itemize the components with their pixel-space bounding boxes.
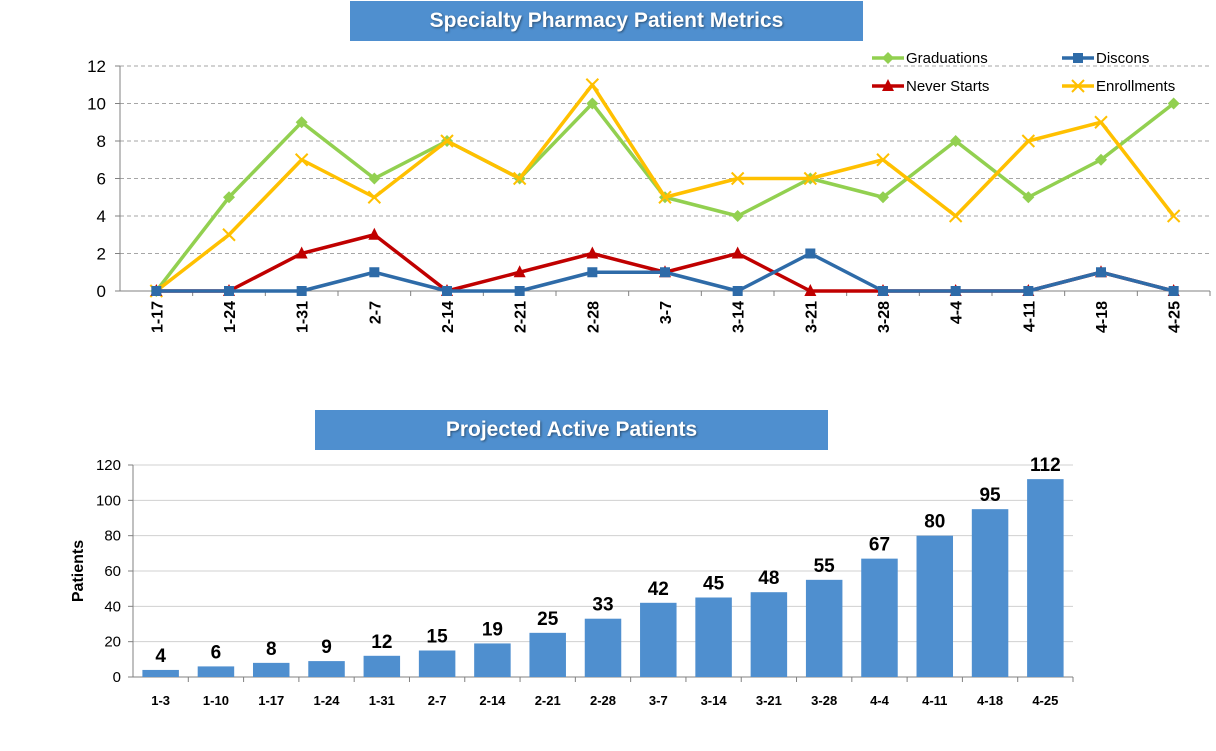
bar (917, 536, 953, 677)
y-axis-title: Patients (70, 540, 87, 602)
x-tick-label: 1-31 (369, 693, 395, 708)
bar (364, 656, 400, 677)
bar (1027, 479, 1063, 677)
x-tick-label: 4-18 (977, 693, 1003, 708)
y-tick-label: 100 (96, 492, 121, 509)
x-tick-label: 1-24 (314, 693, 341, 708)
bar (142, 670, 178, 677)
bar-value-label: 25 (537, 609, 559, 630)
bar-value-label: 42 (648, 579, 669, 600)
bar-value-label: 6 (211, 642, 222, 663)
x-tick-label: 1-3 (151, 693, 170, 708)
bar (695, 598, 731, 678)
bar-value-label: 9 (321, 637, 332, 658)
x-tick-label: 2-28 (590, 693, 616, 708)
bar-value-label: 45 (703, 574, 725, 595)
bar-value-label: 48 (758, 568, 779, 589)
bar-value-label: 55 (814, 556, 836, 577)
bar-value-label: 4 (155, 646, 166, 667)
bar-value-label: 33 (592, 595, 613, 616)
x-tick-label: 3-7 (649, 693, 668, 708)
x-tick-label: 4-25 (1032, 693, 1058, 708)
bar-value-label: 95 (979, 485, 1001, 506)
bar (529, 633, 565, 677)
x-tick-label: 1-17 (258, 693, 284, 708)
y-tick-label: 20 (104, 634, 121, 651)
x-tick-label: 3-28 (811, 693, 837, 708)
y-tick-label: 60 (104, 563, 121, 580)
y-tick-label: 0 (113, 669, 121, 686)
bar-value-label: 15 (427, 627, 449, 648)
x-tick-label: 4-4 (870, 693, 890, 708)
bar (253, 663, 289, 677)
bar (585, 619, 621, 677)
bar-value-label: 80 (924, 512, 945, 533)
bar (198, 666, 234, 677)
bar (806, 580, 842, 677)
bar (474, 643, 510, 677)
y-tick-label: 40 (104, 598, 121, 615)
bar-value-label: 67 (869, 535, 890, 556)
bar (861, 559, 897, 677)
y-tick-label: 80 (104, 528, 121, 545)
bar (308, 661, 344, 677)
bar (751, 592, 787, 677)
bar (972, 509, 1008, 677)
x-tick-label: 2-7 (428, 693, 447, 708)
x-tick-label: 3-14 (701, 693, 728, 708)
bar-value-label: 19 (482, 619, 503, 640)
x-tick-label: 2-21 (535, 693, 561, 708)
bar (640, 603, 676, 677)
x-tick-label: 3-21 (756, 693, 782, 708)
bar-value-label: 112 (1030, 455, 1061, 476)
bar (419, 651, 455, 678)
bar-value-label: 12 (371, 632, 392, 653)
x-tick-label: 2-14 (479, 693, 506, 708)
bar-value-label: 8 (266, 639, 277, 660)
x-tick-label: 4-11 (922, 693, 947, 708)
y-tick-label: 120 (96, 457, 121, 474)
x-tick-label: 1-10 (203, 693, 229, 708)
